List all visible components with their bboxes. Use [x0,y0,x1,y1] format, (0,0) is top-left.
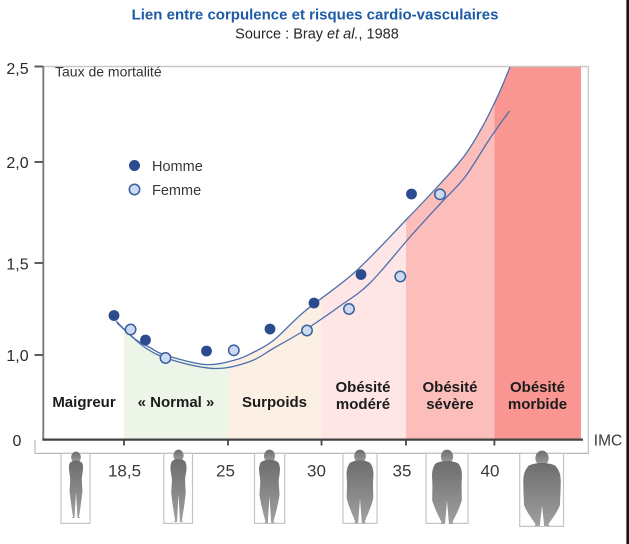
svg-text:18,5: 18,5 [108,462,141,481]
svg-text:1,5: 1,5 [6,257,28,274]
svg-text:2,5: 2,5 [6,61,28,78]
svg-text:25: 25 [216,462,235,481]
svg-text:0: 0 [13,433,22,450]
svg-text:Obésité: Obésité [510,379,565,396]
svg-text:Lien entre corpulence et risqu: Lien entre corpulence et risques cardio-… [132,7,499,24]
svg-text:modéré: modéré [336,396,390,413]
svg-text:IMC: IMC [594,433,622,450]
svg-text:sévère: sévère [426,396,474,413]
svg-text:1,0: 1,0 [6,348,28,365]
svg-text:morbide: morbide [508,396,567,413]
svg-text:Obésité: Obésité [335,379,390,396]
svg-text:40: 40 [481,462,500,481]
svg-text:Obésité: Obésité [422,379,477,396]
svg-text:Maigreur: Maigreur [52,394,116,411]
svg-text:« Normal »: « Normal » [138,394,215,411]
svg-text:35: 35 [393,462,412,481]
svg-text:Taux de mortalité: Taux de mortalité [55,64,162,80]
svg-text:Femme: Femme [152,183,201,199]
svg-text:Surpoids: Surpoids [242,394,307,411]
svg-text:Homme: Homme [152,159,203,175]
svg-text:2,0: 2,0 [6,155,28,172]
svg-text:30: 30 [307,462,326,481]
svg-text:Source : Bray et al., 1988: Source : Bray et al., 1988 [235,27,399,43]
